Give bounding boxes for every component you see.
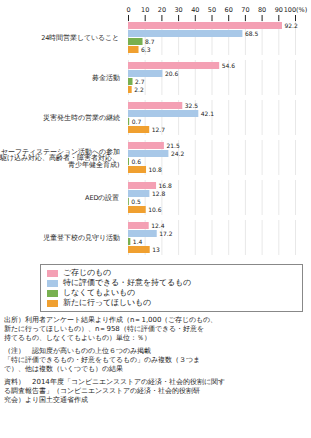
html-text:特に評価できる・好意を持てるもの: 特に評価できる・好意を持てるもの [63, 278, 191, 287]
svg-text:16.8: 16.8 [159, 182, 173, 189]
svg-text:0: 0 [126, 6, 130, 14]
svg-text:2.7: 2.7 [135, 78, 145, 85]
svg-text:68.5: 68.5 [245, 30, 259, 37]
svg-text:60: 60 [225, 6, 233, 14]
svg-text:6.3: 6.3 [141, 46, 151, 53]
svg-text:54.6: 54.6 [222, 62, 236, 69]
html-text:新たに行ってほしいもの: 新たに行ってほしいもの [63, 298, 151, 307]
svg-text:100(%): 100(%) [284, 6, 308, 14]
svg-text:12.8: 12.8 [152, 190, 166, 197]
html-text:新たに行ってほしいもの）、n＝958（特に評価できる・好意を: 新たに行ってほしいもの）、n＝958（特に評価できる・好意を [4, 325, 204, 333]
svg-text:災害発生時の営業の継続: 災害発生時の営業の継続 [43, 114, 120, 122]
svg-text:10.6: 10.6 [148, 206, 162, 213]
svg-text:AEDの設置: AEDの設置 [85, 194, 120, 202]
svg-text:2.2: 2.2 [134, 86, 144, 93]
svg-text:8.7: 8.7 [145, 38, 155, 45]
svg-text:13: 13 [152, 246, 160, 253]
svg-text:80: 80 [258, 6, 266, 14]
svg-text:10: 10 [141, 6, 149, 14]
html-text:出所）利用者アンケート結果より作成（n＝1,000（ご存じの: 出所）利用者アンケート結果より作成（n＝1,000（ご存じのもの、 [4, 316, 218, 324]
svg-text:24時間営業していること: 24時間営業していること [41, 34, 119, 42]
svg-text:児童登下校の見守り活動: 児童登下校の見守り活動 [43, 234, 120, 242]
html-text:持てるもの、しなくてもよいもの）単位：％）: 持てるもの、しなくてもよいもの）単位：％） [4, 334, 151, 342]
svg-text:20.6: 20.6 [165, 70, 179, 77]
html-text:「特に評価できるもの・好意をもてるもの」のみ複数（３つま: 「特に評価できるもの・好意をもてるもの」のみ複数（３つま [4, 356, 200, 364]
svg-text:20: 20 [158, 6, 166, 14]
svg-text:21.5: 21.5 [166, 142, 180, 149]
svg-text:募金活動: 募金活動 [92, 74, 120, 82]
svg-text:50: 50 [208, 6, 216, 14]
svg-text:90: 90 [275, 6, 283, 14]
svg-text:40: 40 [191, 6, 199, 14]
svg-text:1.4: 1.4 [133, 238, 143, 245]
html-text:しなくてもよいもの: しなくてもよいもの [63, 288, 135, 297]
html-text:ご存じのもの: ご存じのもの [63, 268, 111, 277]
html-text:る調査報告書」（コンビニエンスストアの経済・社会的役割研: る調査報告書」（コンビニエンスストアの経済・社会的役割研 [4, 387, 200, 395]
svg-text:24.2: 24.2 [171, 150, 185, 157]
html-text:究会）より国土交通省作成: 究会）より国土交通省作成 [4, 396, 88, 404]
html-text:（注） 認知度が高いものの上位６つのみ掲載: （注） 認知度が高いものの上位６つのみ掲載 [4, 347, 151, 355]
svg-text:0.6: 0.6 [132, 158, 142, 165]
svg-text:92.2: 92.2 [284, 22, 298, 29]
svg-text:30: 30 [174, 6, 182, 14]
svg-text:12.4: 12.4 [151, 222, 165, 229]
svg-text:0.5: 0.5 [131, 198, 141, 205]
html-text:で）、他は複数（いくつでも）の結果: で）、他は複数（いくつでも）の結果 [4, 365, 123, 373]
svg-text:42.1: 42.1 [201, 110, 215, 117]
svg-text:0.7: 0.7 [132, 118, 142, 125]
svg-text:17.2: 17.2 [159, 230, 173, 237]
svg-text:12.7: 12.7 [152, 126, 166, 133]
svg-text:32.5: 32.5 [185, 102, 199, 109]
svg-text:10.8: 10.8 [149, 166, 163, 173]
svg-text:70: 70 [241, 6, 249, 14]
svg-text:セーフティステーション活動への参加(駆け込み対応、高齢者・障: セーフティステーション活動への参加(駆け込み対応、高齢者・障害者対応、青少年健全… [0, 148, 120, 169]
html-text:資料） 2014年度「コンビニエンスストアの経済・社会的役割: 資料） 2014年度「コンビニエンスストアの経済・社会的役割に関す [4, 378, 225, 386]
